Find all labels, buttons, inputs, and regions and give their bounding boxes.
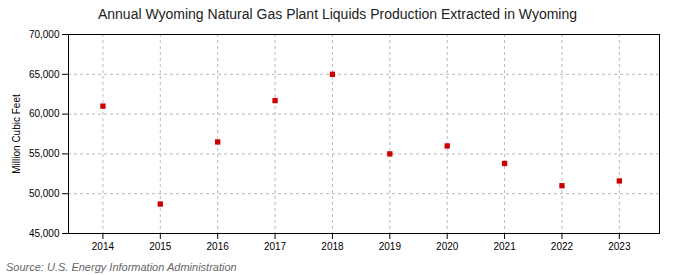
html-text:Source: U.S. Energy Informatio: Source: U.S. Energy Information Administ… bbox=[6, 261, 237, 273]
svg-text:2023: 2023 bbox=[608, 241, 631, 252]
svg-text:2014: 2014 bbox=[92, 241, 115, 252]
svg-text:2019: 2019 bbox=[379, 241, 402, 252]
svg-text:2015: 2015 bbox=[149, 241, 172, 252]
svg-text:65,000: 65,000 bbox=[29, 69, 60, 80]
svg-text:70,000: 70,000 bbox=[29, 29, 60, 40]
svg-text:2021: 2021 bbox=[493, 241, 516, 252]
svg-text:Million Cubic Feet: Million Cubic Feet bbox=[11, 94, 22, 174]
html-text:Annual Wyoming Natural Gas Pla: Annual Wyoming Natural Gas Plant Liquids… bbox=[98, 6, 577, 22]
svg-text:2016: 2016 bbox=[207, 241, 230, 252]
svg-text:55,000: 55,000 bbox=[29, 148, 60, 159]
svg-text:45,000: 45,000 bbox=[29, 228, 60, 239]
svg-text:2020: 2020 bbox=[436, 241, 459, 252]
svg-text:50,000: 50,000 bbox=[29, 188, 60, 199]
svg-text:2017: 2017 bbox=[264, 241, 287, 252]
svg-text:2022: 2022 bbox=[551, 241, 574, 252]
svg-text:2018: 2018 bbox=[321, 241, 344, 252]
svg-text:60,000: 60,000 bbox=[29, 108, 60, 119]
